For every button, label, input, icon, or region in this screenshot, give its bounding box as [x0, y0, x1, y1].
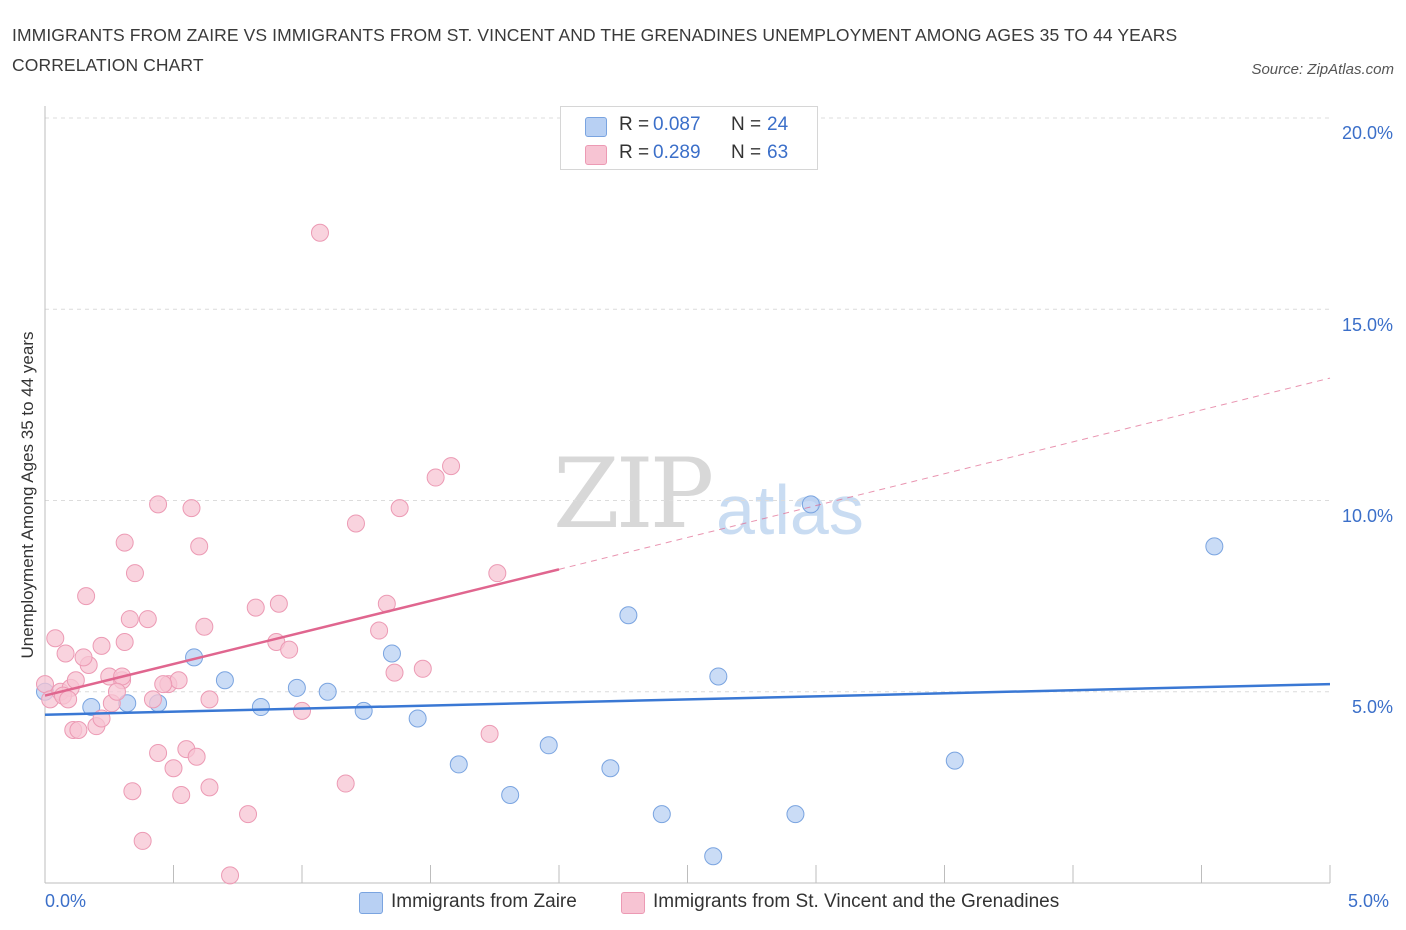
- st-vincent-point: [74, 648, 93, 667]
- st-vincent-point: [120, 610, 139, 629]
- st-vincent-point: [480, 724, 499, 743]
- st-vincent-point: [413, 659, 432, 678]
- st-vincent-point: [187, 747, 206, 766]
- r-value: 0.087: [653, 114, 701, 135]
- st-vincent-point: [182, 499, 201, 518]
- st-vincent-point: [336, 774, 355, 793]
- st-vincent-point: [36, 675, 54, 694]
- st-vincent-point: [200, 778, 219, 797]
- zaire-point: [539, 736, 558, 755]
- y-tick-label-10: 10.0%: [1341, 506, 1393, 526]
- st-vincent-point: [149, 495, 168, 514]
- zaire-point: [801, 495, 820, 514]
- st-vincent-point: [169, 671, 188, 690]
- legend-label: Immigrants from Zaire: [391, 891, 577, 912]
- zaire-point: [786, 805, 805, 824]
- zaire-point: [945, 751, 964, 770]
- zaire-point: [652, 805, 671, 824]
- legend-swatch-pink: [585, 145, 607, 165]
- zaire-point: [619, 606, 638, 625]
- watermark-zip: ZIP: [553, 438, 714, 550]
- st-vincent-trend-line: [44, 568, 560, 697]
- chart-title: IMMIGRANTS FROM ZAIRE VS IMMIGRANTS FROM…: [12, 25, 1178, 75]
- zaire-point: [251, 698, 270, 717]
- zaire-point: [382, 644, 401, 663]
- st-vincent-trend-extension: [558, 377, 1331, 570]
- zaire-point: [318, 682, 337, 701]
- st-vincent-point: [107, 682, 126, 701]
- st-vincent-point: [77, 587, 96, 606]
- st-vincent-point: [125, 564, 144, 583]
- source-credit: Source: ZipAtlas.com: [1251, 61, 1394, 78]
- st-vincent-point: [92, 636, 111, 655]
- zaire-point: [82, 698, 101, 717]
- legend-swatch-blue: [585, 117, 607, 137]
- zaire-point: [501, 786, 520, 805]
- r-value: 0.289: [653, 142, 701, 163]
- st-vincent-point: [390, 499, 409, 518]
- st-vincent-point: [115, 533, 134, 552]
- st-vincent-point: [115, 633, 134, 652]
- st-vincent-point: [149, 743, 168, 762]
- zaire-trend-line: [44, 682, 1331, 716]
- st-vincent-point: [154, 675, 173, 694]
- st-vincent-point: [200, 690, 219, 709]
- r-label: R =: [619, 142, 650, 163]
- st-vincent-point: [190, 537, 209, 556]
- st-vincent-point: [133, 831, 152, 850]
- st-vincent-point: [56, 644, 75, 663]
- legend-swatch-pink: [621, 892, 645, 914]
- st-vincent-point: [59, 690, 78, 709]
- stats-legend: R = 0.087 N = 24 R = 0.289 N = 63: [560, 106, 818, 170]
- st-vincent-point: [143, 690, 162, 709]
- st-vincent-point: [310, 223, 329, 242]
- st-vincent-point: [385, 663, 404, 682]
- st-vincent-point: [221, 866, 240, 885]
- watermark-atlas: atlas: [716, 471, 864, 549]
- series-legend: Immigrants from Zaire Immigrants from St…: [0, 888, 1406, 916]
- n-value: 24: [767, 114, 789, 135]
- n-label: N =: [731, 114, 762, 135]
- legend-label: Immigrants from St. Vincent and the Gren…: [653, 891, 1060, 912]
- st-vincent-point: [246, 598, 265, 617]
- zaire-point: [408, 709, 427, 728]
- zaire-point: [354, 701, 373, 720]
- st-vincent-point: [138, 610, 157, 629]
- st-vincent-point: [269, 594, 288, 613]
- n-label: N =: [731, 142, 762, 163]
- zaire-point: [1205, 537, 1224, 556]
- y-tick-label-20: 20.0%: [1341, 123, 1393, 143]
- st-vincent-point: [293, 701, 311, 720]
- st-vincent-point: [239, 805, 258, 824]
- zaire-point: [704, 847, 723, 866]
- st-vincent-point: [195, 617, 214, 636]
- zaire-point: [601, 759, 620, 778]
- y-tick-label-15: 15.0%: [1341, 315, 1393, 335]
- st-vincent-point: [172, 786, 191, 805]
- x-tick-label-min: 0.0%: [45, 891, 87, 911]
- st-vincent-point: [69, 721, 88, 739]
- zaire-point: [449, 755, 468, 774]
- st-vincent-point: [123, 782, 142, 801]
- legend-swatch-blue: [359, 892, 383, 914]
- st-vincent-point: [426, 468, 445, 487]
- r-label: R =: [619, 114, 650, 135]
- zaire-point: [287, 678, 306, 697]
- zaire-point: [215, 671, 234, 690]
- x-tick-label-max: 5.0%: [1348, 891, 1390, 911]
- st-vincent-point: [280, 640, 299, 659]
- st-vincent-point: [46, 629, 65, 648]
- zaire-point: [709, 667, 728, 686]
- y-axis-title: Unemployment Among Ages 35 to 44 years: [18, 331, 37, 659]
- st-vincent-point: [346, 514, 365, 533]
- st-vincent-point: [442, 457, 461, 476]
- y-tick-label-5: 5.0%: [1351, 697, 1393, 717]
- st-vincent-point: [164, 759, 183, 778]
- n-value: 63: [767, 142, 789, 163]
- st-vincent-point: [488, 564, 507, 583]
- st-vincent-point: [370, 621, 389, 640]
